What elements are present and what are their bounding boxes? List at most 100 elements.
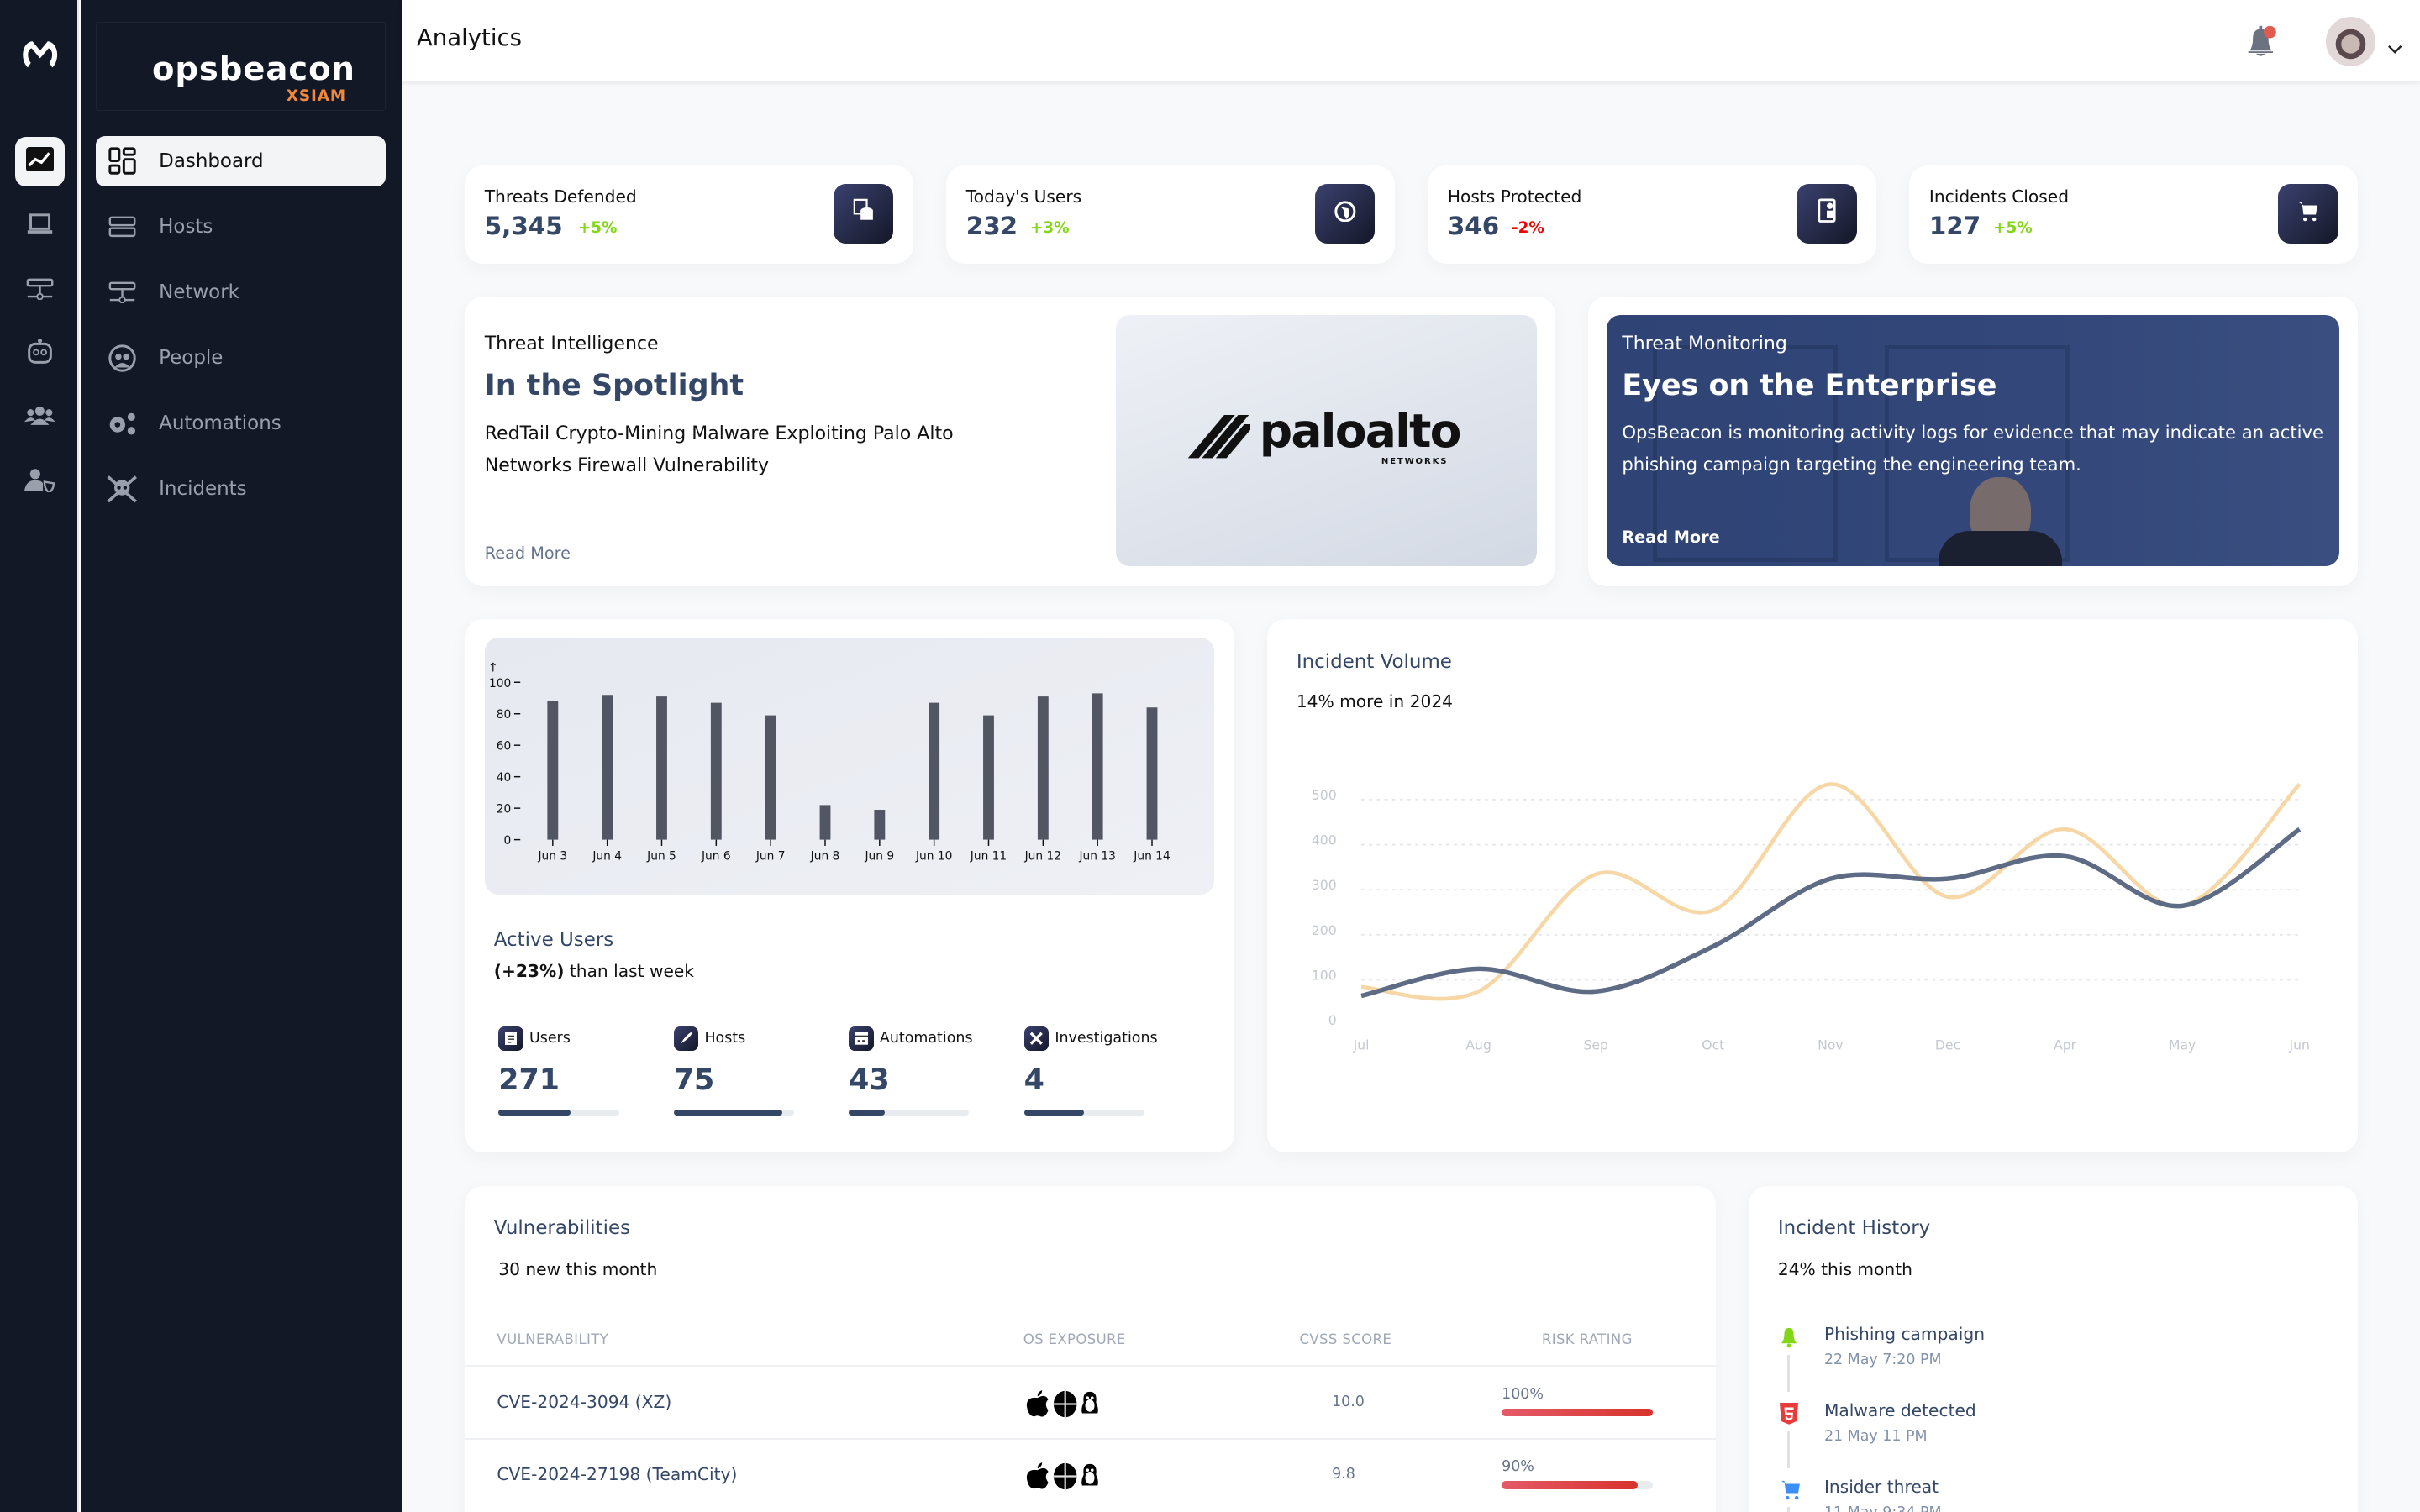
timeline-title: Phishing campaign [1823,1323,1985,1344]
rail-automations-button[interactable] [15,330,65,380]
incident-history-card: Incident History 24% this month Phishing… [1748,1186,2359,1512]
x-tick-label: Dec [1935,1037,1960,1053]
x-tick-label: Jun 7 [755,849,786,863]
stat-icon-box [1314,183,1376,244]
x-tick-label: Jun 12 [1023,849,1060,863]
column-header-risk-rating: Risk Rating [1541,1331,1633,1348]
stat-card-today-s-users: Today's Users 232 +3% [945,165,1396,265]
x-tick-label: Jun 10 [915,849,952,863]
bell-icon [2245,26,2279,65]
y-tick-label: 40 [496,771,511,785]
notifications-button[interactable] [2245,24,2279,64]
metric-progress-bar [498,1110,619,1116]
stat-value: 127 [1928,211,1981,240]
x-tick-label: Jun 6 [701,849,731,863]
user-avatar[interactable] [2325,17,2375,66]
metric-label: Hosts [704,1030,746,1047]
stat-card-incidents-closed: Incidents Closed 127 +5% [1908,165,2359,265]
table-row[interactable]: CVE-2024-3094 (XZ) 10.0 100% [464,1365,1717,1437]
stat-change: +3% [1029,218,1070,237]
vulnerabilities-card: Vulnerabilities 30 new this month Vulner… [464,1186,1717,1512]
windows-icon [1052,1462,1077,1496]
sidebar-item-label: Dashboard [159,150,264,172]
vulnerabilities-title: Vulnerabilities [493,1217,631,1240]
skull-crossbones-icon [105,472,139,506]
x-tick-label: Jun 14 [1133,849,1170,863]
rail-analytics-button[interactable] [15,137,66,187]
active-users-card: ↑ 0 20 40 60 80 100 Jun 3 Jun 4 Jun 5 Jun 6 Jun 7 Ju… [464,618,1235,1152]
bar [928,702,939,840]
sidebar-item-people[interactable]: People [96,333,386,384]
apple-icon [1025,1390,1050,1424]
metric-value: 43 [849,1063,890,1098]
bar [601,694,613,840]
stat-card-hosts-protected: Hosts Protected 346 -2% [1427,165,1877,265]
stat-label: Hosts Protected [1447,186,1582,207]
rail-hosts-button[interactable] [15,202,65,252]
y-tick-label: 80 [496,708,511,722]
risk-bar [1502,1481,1654,1489]
metric-investigations: Investigations 4 [1023,1023,1163,1116]
chart-line-icon [26,146,55,177]
sidebar-item-dashboard[interactable]: Dashboard [95,135,387,187]
column-header-os-exposure: OS Exposure [1023,1331,1126,1348]
os-exposure [1025,1462,1099,1496]
sidebar-item-incidents[interactable]: Incidents [96,464,386,515]
x-tick-label: May [2169,1037,2196,1053]
rail-network-button[interactable] [15,267,65,317]
spotlight-read-more-link[interactable]: Read More [484,543,571,563]
bar [547,701,558,840]
x-tick-label: Jun 3 [537,849,567,863]
stat-label: Incidents Closed [1928,186,2070,207]
top-bar: Analytics [401,0,2420,82]
brand-product: XSIAM [286,87,347,105]
metric-value: 75 [673,1063,715,1098]
stat-value: 232 [965,211,1018,240]
metric-label: Users [529,1030,571,1047]
monitoring-card: Threat Monitoring Eyes on the Enterprise… [1587,296,2359,586]
series-line-1 [1360,781,2302,1000]
cart-icon [1780,1478,1802,1507]
rail-people-button[interactable] [15,393,65,443]
dashboard-grid-icon [105,144,139,178]
spotlight-body: RedTail Crypto-Mining Malware Exploiting… [484,423,954,477]
stat-icon-box [1796,183,1857,244]
stat-card-threats-defended: Threats Defended 5,345 +5% [464,165,914,265]
monitoring-read-more-link[interactable]: Read More [1622,528,1720,548]
stat-label: Today's Users [965,186,1082,207]
database-icon [853,198,875,228]
x-tick-label: Aug [1465,1037,1491,1053]
bell-icon [1780,1326,1798,1354]
x-tick-label: Jun 9 [864,849,894,863]
globe-icon [1334,199,1356,228]
y-tick-label: 400 [1312,832,1337,848]
spotlight-card: Threat Intelligence In the Spotlight Red… [464,296,1556,586]
document-icon [498,1026,523,1051]
chevron-down-icon[interactable] [2387,33,2402,61]
brand-logo[interactable]: opsbeacon XSIAM [95,21,387,112]
cve-id[interactable]: CVE-2024-27198 (TeamCity) [497,1464,738,1485]
rail-incidents-button[interactable] [15,458,65,507]
sidebar-item-automations[interactable]: Automations [96,398,386,449]
y-axis-arrow: ↑ [487,660,497,675]
network-icon [26,277,54,306]
sidebar-item-label: Automations [159,412,281,435]
y-tick-label: 100 [1312,968,1337,983]
linux-icon [1081,1390,1099,1424]
metric-hosts: Hosts 75 [673,1023,813,1116]
cve-id[interactable]: CVE-2024-3094 (XZ) [497,1391,672,1412]
stat-change: +5% [1993,218,2033,237]
sidebar-item-hosts[interactable]: Hosts [96,202,386,253]
active-users-change: (+23%) [493,961,565,982]
table-row[interactable]: CVE-2024-27198 (TeamCity) 9.8 90% [464,1437,1717,1510]
monitoring-banner: Threat Monitoring Eyes on the Enterprise… [1606,314,2340,567]
brand-name: opsbeacon [151,50,355,88]
incident-volume-card: Incident Volume 14% more in 2024 0 100 200… [1266,618,2359,1152]
y-tick-label: 100 [489,676,511,690]
bar [1146,706,1158,840]
metric-label: Automations [879,1030,973,1047]
y-tick-label: 500 [1312,787,1337,802]
paloalto-logo-sub: NETWORKS [1381,456,1449,466]
app-logo-icon[interactable] [18,34,61,82]
sidebar-item-network[interactable]: Network [96,267,386,318]
